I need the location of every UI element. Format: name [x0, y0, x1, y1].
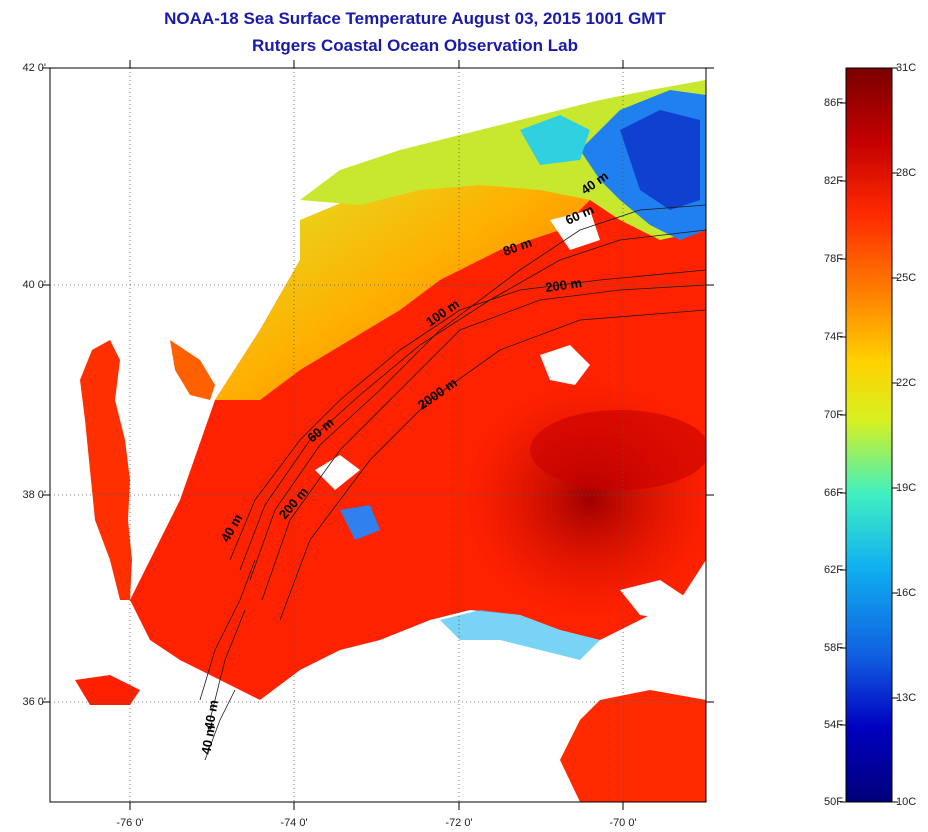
colorbar-f-label: 74F — [824, 331, 843, 343]
cloud-hole-5 — [550, 210, 600, 250]
colorbar-f-label: 86F — [824, 97, 843, 109]
southeast-warm — [560, 690, 706, 802]
isobath-label: 40 m — [198, 724, 218, 756]
colorbar-f-label: 66F — [824, 487, 843, 499]
colorbar — [845, 67, 893, 803]
colorbar-f-label: 62F — [824, 564, 843, 576]
cool-patch — [520, 115, 590, 165]
lon-tick-label: -70 0' — [609, 817, 637, 829]
isobath-label: 40 m — [201, 699, 221, 731]
map-title: NOAA-18 Sea Surface Temperature August 0… — [164, 9, 666, 28]
lon-tick-label: -72 0' — [445, 817, 473, 829]
delaware-bay — [170, 340, 215, 400]
map-frame — [49, 67, 707, 803]
colorbar-f-label: 50F — [824, 796, 843, 808]
cool-fringe — [440, 610, 600, 660]
colorbar-ticks — [840, 67, 898, 803]
colorbar-c-label: 28C — [896, 167, 917, 179]
cloud-hole-4 — [315, 455, 360, 490]
nearshore-green — [300, 80, 706, 240]
lat-tick-label: 40 0' — [22, 279, 46, 291]
colorbar-f-label: 54F — [824, 719, 843, 731]
isobath-label: 200 m — [544, 275, 583, 295]
graticule — [50, 68, 706, 802]
chesapeake-bay — [80, 340, 132, 600]
colorbar-c-label: 22C — [896, 377, 917, 389]
map-subtitle: Rutgers Coastal Ocean Observation Lab — [252, 36, 578, 55]
lon-tick-label: -76 0' — [116, 817, 144, 829]
cloud-hole-1 — [540, 345, 590, 385]
lon-tick-label: -74 0' — [280, 817, 308, 829]
cold-core — [620, 110, 700, 210]
lat-tick-label: 36 0' — [22, 696, 46, 708]
colorbar-f-label: 78F — [824, 253, 843, 265]
shelf-water — [215, 150, 600, 400]
colorbar-f-label: 70F — [824, 409, 843, 421]
colorbar-c-label: 19C — [896, 482, 917, 494]
albemarle-sound — [75, 675, 140, 705]
isobath-lines — [199, 204, 706, 761]
lat-tick-label: 38 0' — [22, 489, 46, 501]
colorbar-c-label: 16C — [896, 587, 917, 599]
colorbar-c-label: 13C — [896, 692, 917, 704]
warm-band — [530, 410, 706, 490]
cloud-hole-3 — [620, 580, 690, 620]
colorbar-c-label: 10C — [896, 796, 917, 808]
lat-tick-label: 42 0' — [22, 62, 46, 74]
colorbar-f-label: 58F — [824, 642, 843, 654]
cloud-hole-2 — [340, 505, 380, 540]
colorbar-c-label: 25C — [896, 272, 917, 284]
colorbar-f-label: 82F — [824, 175, 843, 187]
colorbar-c-label: 31C — [896, 62, 917, 74]
sst-field — [75, 80, 706, 802]
tick-marks — [42, 60, 714, 810]
